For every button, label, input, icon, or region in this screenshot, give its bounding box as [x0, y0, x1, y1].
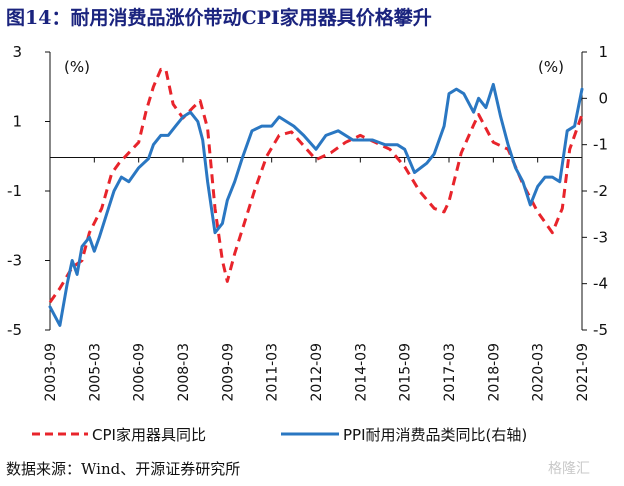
- left-tick-label: -1: [7, 182, 22, 200]
- right-tick-label: 0: [598, 89, 608, 107]
- right-axis-ticks: -5 -4 -3 -2 -1 0 1: [582, 43, 608, 339]
- cpi-series-line: [48, 67, 584, 304]
- x-tick-label: 2015-09: [398, 343, 414, 402]
- x-tick-label: 2017-03: [442, 343, 458, 402]
- source-note: 数据来源：Wind、开源证券研究所: [6, 460, 241, 478]
- left-tick-label: -5: [7, 321, 22, 339]
- right-tick-label: 1: [598, 43, 608, 61]
- x-tick-label: 2003-09: [43, 343, 59, 402]
- x-tick-label: 2014-03: [353, 343, 369, 402]
- x-tick-label: 2006-09: [132, 343, 148, 402]
- right-tick-label: -5: [593, 321, 608, 339]
- legend-label-cpi: CPI家用器具同比: [92, 426, 206, 444]
- right-tick-label: -1: [593, 136, 608, 154]
- right-tick-label: -4: [593, 275, 608, 293]
- x-tick-label: 2011-03: [265, 343, 281, 402]
- plot-frame: [49, 52, 583, 330]
- x-tick-label: 2008-03: [176, 343, 192, 402]
- figure-title: 图14：耐用消费品涨价带动CPI家用器具价格攀升: [6, 7, 432, 29]
- left-tick-label: -3: [7, 252, 22, 270]
- left-unit-label: (%): [64, 58, 90, 76]
- right-unit-label: (%): [538, 58, 564, 76]
- left-axis-ticks: -5 -3 -1 1 3: [7, 43, 50, 339]
- x-tick-label: 2012-09: [309, 343, 325, 402]
- x-tick-label: 2020-03: [531, 343, 547, 402]
- legend-label-ppi: PPI耐用消费品类同比(右轴): [343, 426, 527, 444]
- left-tick-label: 1: [12, 113, 22, 131]
- x-tick-label: 2005-03: [87, 343, 103, 402]
- watermark: 格隆汇: [548, 461, 590, 477]
- legend: CPI家用器具同比 PPI耐用消费品类同比(右轴): [32, 426, 527, 444]
- x-tick-label: 2009-09: [220, 343, 236, 402]
- x-tick-label: 2021-09: [575, 343, 591, 402]
- series-layer: [48, 67, 584, 327]
- right-tick-label: -3: [593, 228, 608, 246]
- left-tick-label: 3: [12, 43, 22, 61]
- right-tick-label: -2: [593, 182, 608, 200]
- x-axis-ticks: 2003-09 2005-03 2006-09 2008-03 2009-09 2011-…: [43, 157, 591, 402]
- x-tick-label: 2018-09: [486, 343, 502, 402]
- ppi-series-line: [48, 82, 584, 327]
